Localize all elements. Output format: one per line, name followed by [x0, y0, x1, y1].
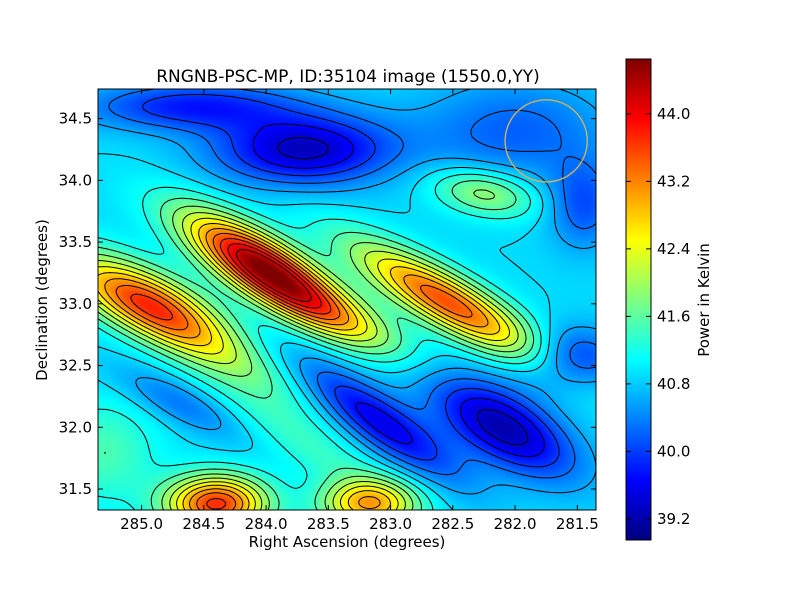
contour-lines	[97, 88, 597, 511]
y-tick-label: 33.0	[59, 295, 92, 313]
contour-line	[277, 137, 529, 446]
contour-line	[115, 233, 473, 511]
y-axis: 31.5 32.0 32.5 33.0 33.5 34.0 34.5	[59, 110, 596, 498]
x-tick-label: 284.5	[182, 515, 225, 533]
colorbar: 39.2 40.0 40.8 41.6 42.4 43.2 44.0	[625, 58, 690, 541]
y-tick-label: 31.5	[59, 480, 92, 498]
x-tick-label: 282.0	[494, 515, 537, 533]
colorbar-tick-label: 43.2	[657, 172, 690, 190]
colorbar-tick-label: 40.0	[657, 442, 690, 460]
colorbar-tick-label: 40.8	[657, 375, 690, 393]
colorbar-tick-label: 41.6	[657, 307, 690, 325]
contour-line	[104, 228, 489, 511]
x-tick-label: 283.5	[307, 515, 350, 533]
colorbar-tick-label: 44.0	[657, 105, 690, 123]
contour-line	[227, 243, 322, 309]
y-tick-label: 34.5	[59, 110, 92, 128]
colorbar-tick-label: 42.4	[657, 240, 690, 258]
contour-line	[97, 217, 510, 511]
y-tick-label: 33.5	[59, 233, 92, 251]
contour-line	[108, 88, 597, 479]
contour-line	[252, 123, 545, 458]
y-axis-label: Declination (degrees)	[33, 219, 51, 381]
colorbar-ticks: 39.2 40.0 40.8 41.6 42.4 43.2 44.0	[626, 105, 690, 528]
colorbar-tick-label: 39.2	[657, 510, 690, 528]
y-tick-label: 32.0	[59, 418, 92, 436]
contour-line	[130, 238, 332, 510]
contour-line	[97, 173, 542, 511]
x-tick-label: 283.0	[369, 515, 412, 533]
chart-title: RNGNB-PSC-MP, ID:35104 image (1550.0,YY)	[156, 67, 540, 87]
contour-line	[236, 249, 312, 302]
contour-line	[97, 189, 527, 511]
x-tick-label: 284.0	[245, 515, 288, 533]
x-tick-label: 282.5	[431, 515, 474, 533]
contour-line	[97, 212, 519, 511]
x-tick-label: 281.5	[556, 515, 599, 533]
x-axis-label: Right Ascension (degrees)	[249, 533, 446, 551]
beam-circle	[504, 99, 588, 183]
colorbar-gradient	[625, 58, 652, 541]
contour-line	[97, 223, 501, 511]
y-tick-label: 34.0	[59, 171, 92, 189]
x-tick-label: 285.0	[120, 515, 163, 533]
x-axis: 285.0 284.5 284.0 283.5 283.0 282.5 282.0 281.5	[120, 89, 599, 533]
plot-area	[97, 88, 597, 511]
contour-line	[142, 94, 560, 468]
contour-line	[97, 153, 551, 511]
y-tick-label: 32.5	[59, 357, 92, 375]
plot-frame	[97, 88, 597, 511]
colorbar-label: Power in Kelvin	[695, 243, 713, 357]
contour-line	[97, 180, 535, 511]
